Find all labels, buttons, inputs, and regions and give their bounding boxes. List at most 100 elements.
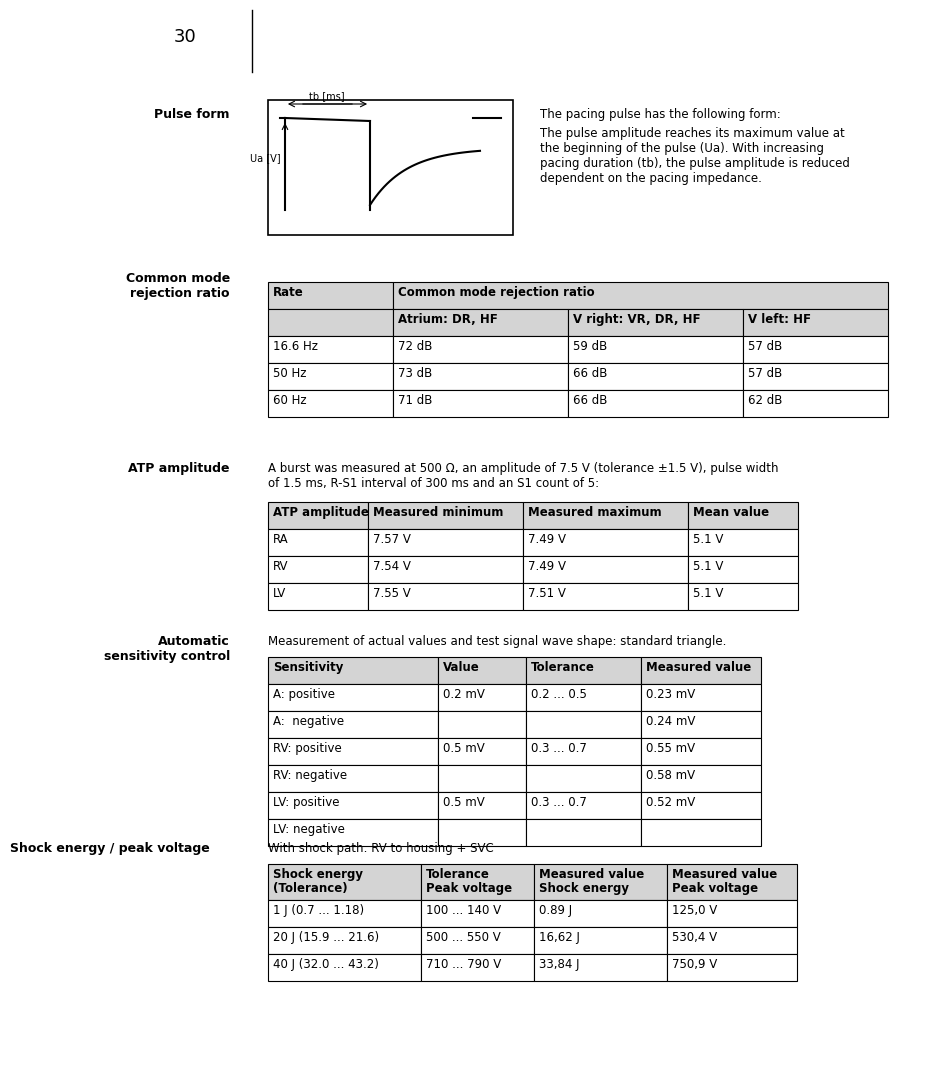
Bar [526, 819, 640, 846]
Bar [526, 657, 640, 684]
Text: RV: negative: RV: negative [273, 769, 346, 782]
Text: Rate: Rate [273, 286, 303, 299]
Text: Pulse form: Pulse form [154, 108, 229, 121]
Text: Measured value: Measured value [538, 868, 644, 881]
Text: 0.5 mV: 0.5 mV [443, 742, 484, 755]
Text: 5.1 V: 5.1 V [692, 560, 722, 574]
Text: V left: HF: V left: HF [748, 313, 810, 326]
Bar [268, 684, 437, 711]
Text: Measurement of actual values and test signal wave shape: standard triangle.: Measurement of actual values and test si… [268, 635, 726, 648]
Bar [533, 864, 666, 900]
Text: 0.52 mV: 0.52 mV [646, 796, 695, 808]
Text: 73 dB: 73 dB [397, 367, 431, 380]
Bar [421, 927, 533, 954]
Bar [268, 792, 437, 819]
Text: 7.49 V: 7.49 V [528, 533, 565, 546]
Bar [567, 363, 742, 390]
Bar [687, 583, 797, 610]
Bar [533, 900, 666, 927]
Bar [268, 819, 437, 846]
Text: 20 J (15.9 ... 21.6): 20 J (15.9 ... 21.6) [273, 931, 379, 944]
Bar [666, 927, 796, 954]
Text: Measured maximum: Measured maximum [528, 506, 661, 519]
Text: 7.55 V: 7.55 V [373, 587, 411, 600]
Text: A:  negative: A: negative [273, 714, 344, 728]
Text: Measured value: Measured value [646, 661, 750, 674]
Bar [640, 819, 760, 846]
Text: Mean value: Mean value [692, 506, 768, 519]
Bar [393, 336, 567, 363]
Text: 57 dB: 57 dB [748, 367, 782, 380]
Bar [526, 765, 640, 792]
Bar [526, 711, 640, 738]
Text: A burst was measured at 500 Ω, an amplitude of 7.5 V (tolerance ±1.5 V), pulse w: A burst was measured at 500 Ω, an amplit… [268, 462, 778, 490]
Bar [268, 954, 421, 981]
Bar [421, 900, 533, 927]
Text: 0.3 ... 0.7: 0.3 ... 0.7 [531, 742, 586, 755]
Bar [268, 927, 421, 954]
Text: RA: RA [273, 533, 288, 546]
Text: Peak voltage: Peak voltage [426, 882, 512, 895]
Bar [666, 900, 796, 927]
Text: 57 dB: 57 dB [748, 340, 782, 354]
Text: 7.51 V: 7.51 V [528, 587, 565, 600]
Text: 59 dB: 59 dB [572, 340, 607, 354]
Text: 5.1 V: 5.1 V [692, 533, 722, 546]
Bar [687, 556, 797, 583]
Bar [526, 684, 640, 711]
Text: 71 dB: 71 dB [397, 394, 432, 407]
Bar [666, 864, 796, 900]
Bar [393, 309, 567, 336]
Text: 72 dB: 72 dB [397, 340, 432, 354]
Bar [640, 792, 760, 819]
Bar [437, 738, 526, 765]
Text: 66 dB: 66 dB [572, 367, 607, 380]
Bar [367, 529, 522, 556]
Bar [742, 363, 887, 390]
Text: 62 dB: 62 dB [748, 394, 782, 407]
Bar [268, 502, 367, 529]
Bar [522, 502, 687, 529]
Bar [522, 583, 687, 610]
Bar [742, 336, 887, 363]
Text: Tolerance: Tolerance [426, 868, 489, 881]
Text: ATP amplitude: ATP amplitude [273, 506, 368, 519]
Text: 0.23 mV: 0.23 mV [646, 688, 695, 701]
Text: 5.1 V: 5.1 V [692, 587, 722, 600]
Text: Tolerance: Tolerance [531, 661, 594, 674]
Bar [268, 336, 393, 363]
Bar [268, 309, 393, 336]
Bar [742, 390, 887, 417]
Text: With shock path: RV to housing + SVC: With shock path: RV to housing + SVC [268, 842, 493, 855]
Text: 125,0 V: 125,0 V [671, 904, 716, 917]
Text: 100 ... 140 V: 100 ... 140 V [426, 904, 500, 917]
Text: 16,62 J: 16,62 J [538, 931, 580, 944]
Text: Automatic
sensitivity control: Automatic sensitivity control [104, 635, 229, 663]
Bar [268, 282, 393, 309]
Bar [437, 711, 526, 738]
Text: (Tolerance): (Tolerance) [273, 882, 347, 895]
Text: RV: RV [273, 560, 288, 574]
Bar [268, 864, 421, 900]
Bar [526, 792, 640, 819]
Bar [522, 529, 687, 556]
Text: Shock energy / peak voltage: Shock energy / peak voltage [10, 842, 210, 855]
Text: LV: positive: LV: positive [273, 796, 339, 808]
Text: 750,9 V: 750,9 V [671, 958, 716, 971]
Bar [268, 556, 367, 583]
Text: 40 J (32.0 ... 43.2): 40 J (32.0 ... 43.2) [273, 958, 379, 971]
Text: 0.5 mV: 0.5 mV [443, 796, 484, 808]
Bar [421, 954, 533, 981]
Bar [666, 954, 796, 981]
Text: 0.2 mV: 0.2 mV [443, 688, 484, 701]
Bar [437, 819, 526, 846]
Bar [367, 556, 522, 583]
Text: Common mode rejection ratio: Common mode rejection ratio [397, 286, 594, 299]
Text: LV: negative: LV: negative [273, 823, 345, 836]
Text: 710 ... 790 V: 710 ... 790 V [426, 958, 500, 971]
Bar [533, 927, 666, 954]
Bar [742, 309, 887, 336]
Bar [367, 502, 522, 529]
Bar [268, 390, 393, 417]
Bar [268, 738, 437, 765]
